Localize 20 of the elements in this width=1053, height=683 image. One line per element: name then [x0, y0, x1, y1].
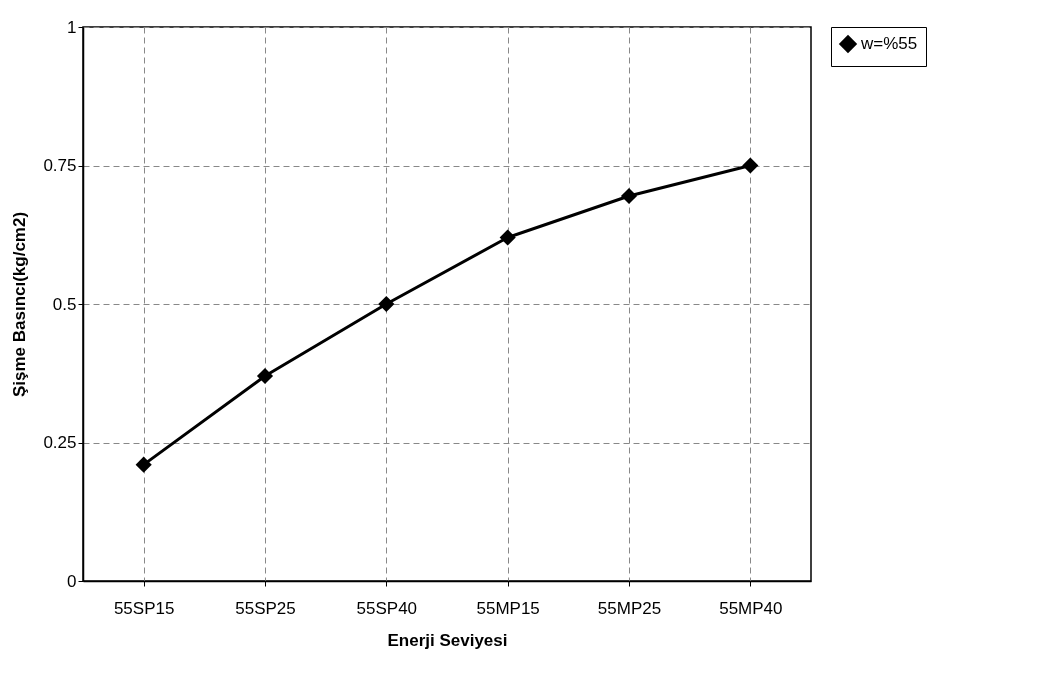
y-tick-label: 1 — [67, 17, 77, 37]
legend-label: w=%55 — [860, 34, 918, 53]
y-tick-label: 0.25 — [43, 433, 77, 452]
point — [256, 367, 274, 385]
x-tick-label: 55MP15 — [476, 598, 540, 618]
y-tick-label: 0.75 — [43, 156, 77, 175]
x-tick-label: 55SP25 — [235, 598, 296, 618]
point — [378, 295, 395, 313]
point — [499, 229, 516, 246]
x-tick-label: 55SP15 — [113, 598, 175, 618]
y-axis-title: Şişme Basıncı(kg/cm2) — [10, 211, 30, 398]
x-tick-label: 55MP25 — [597, 598, 662, 618]
point — [620, 187, 638, 205]
x-tick-label: 55MP40 — [719, 598, 783, 618]
x-tick-label: 55SP40 — [356, 598, 418, 618]
x-axis-title: Enerji Seviyesi — [387, 630, 508, 650]
y-tick-label: 0 — [67, 571, 77, 591]
point — [135, 456, 152, 473]
point — [742, 157, 759, 174]
y-tick-label: 0.5 — [52, 294, 77, 314]
